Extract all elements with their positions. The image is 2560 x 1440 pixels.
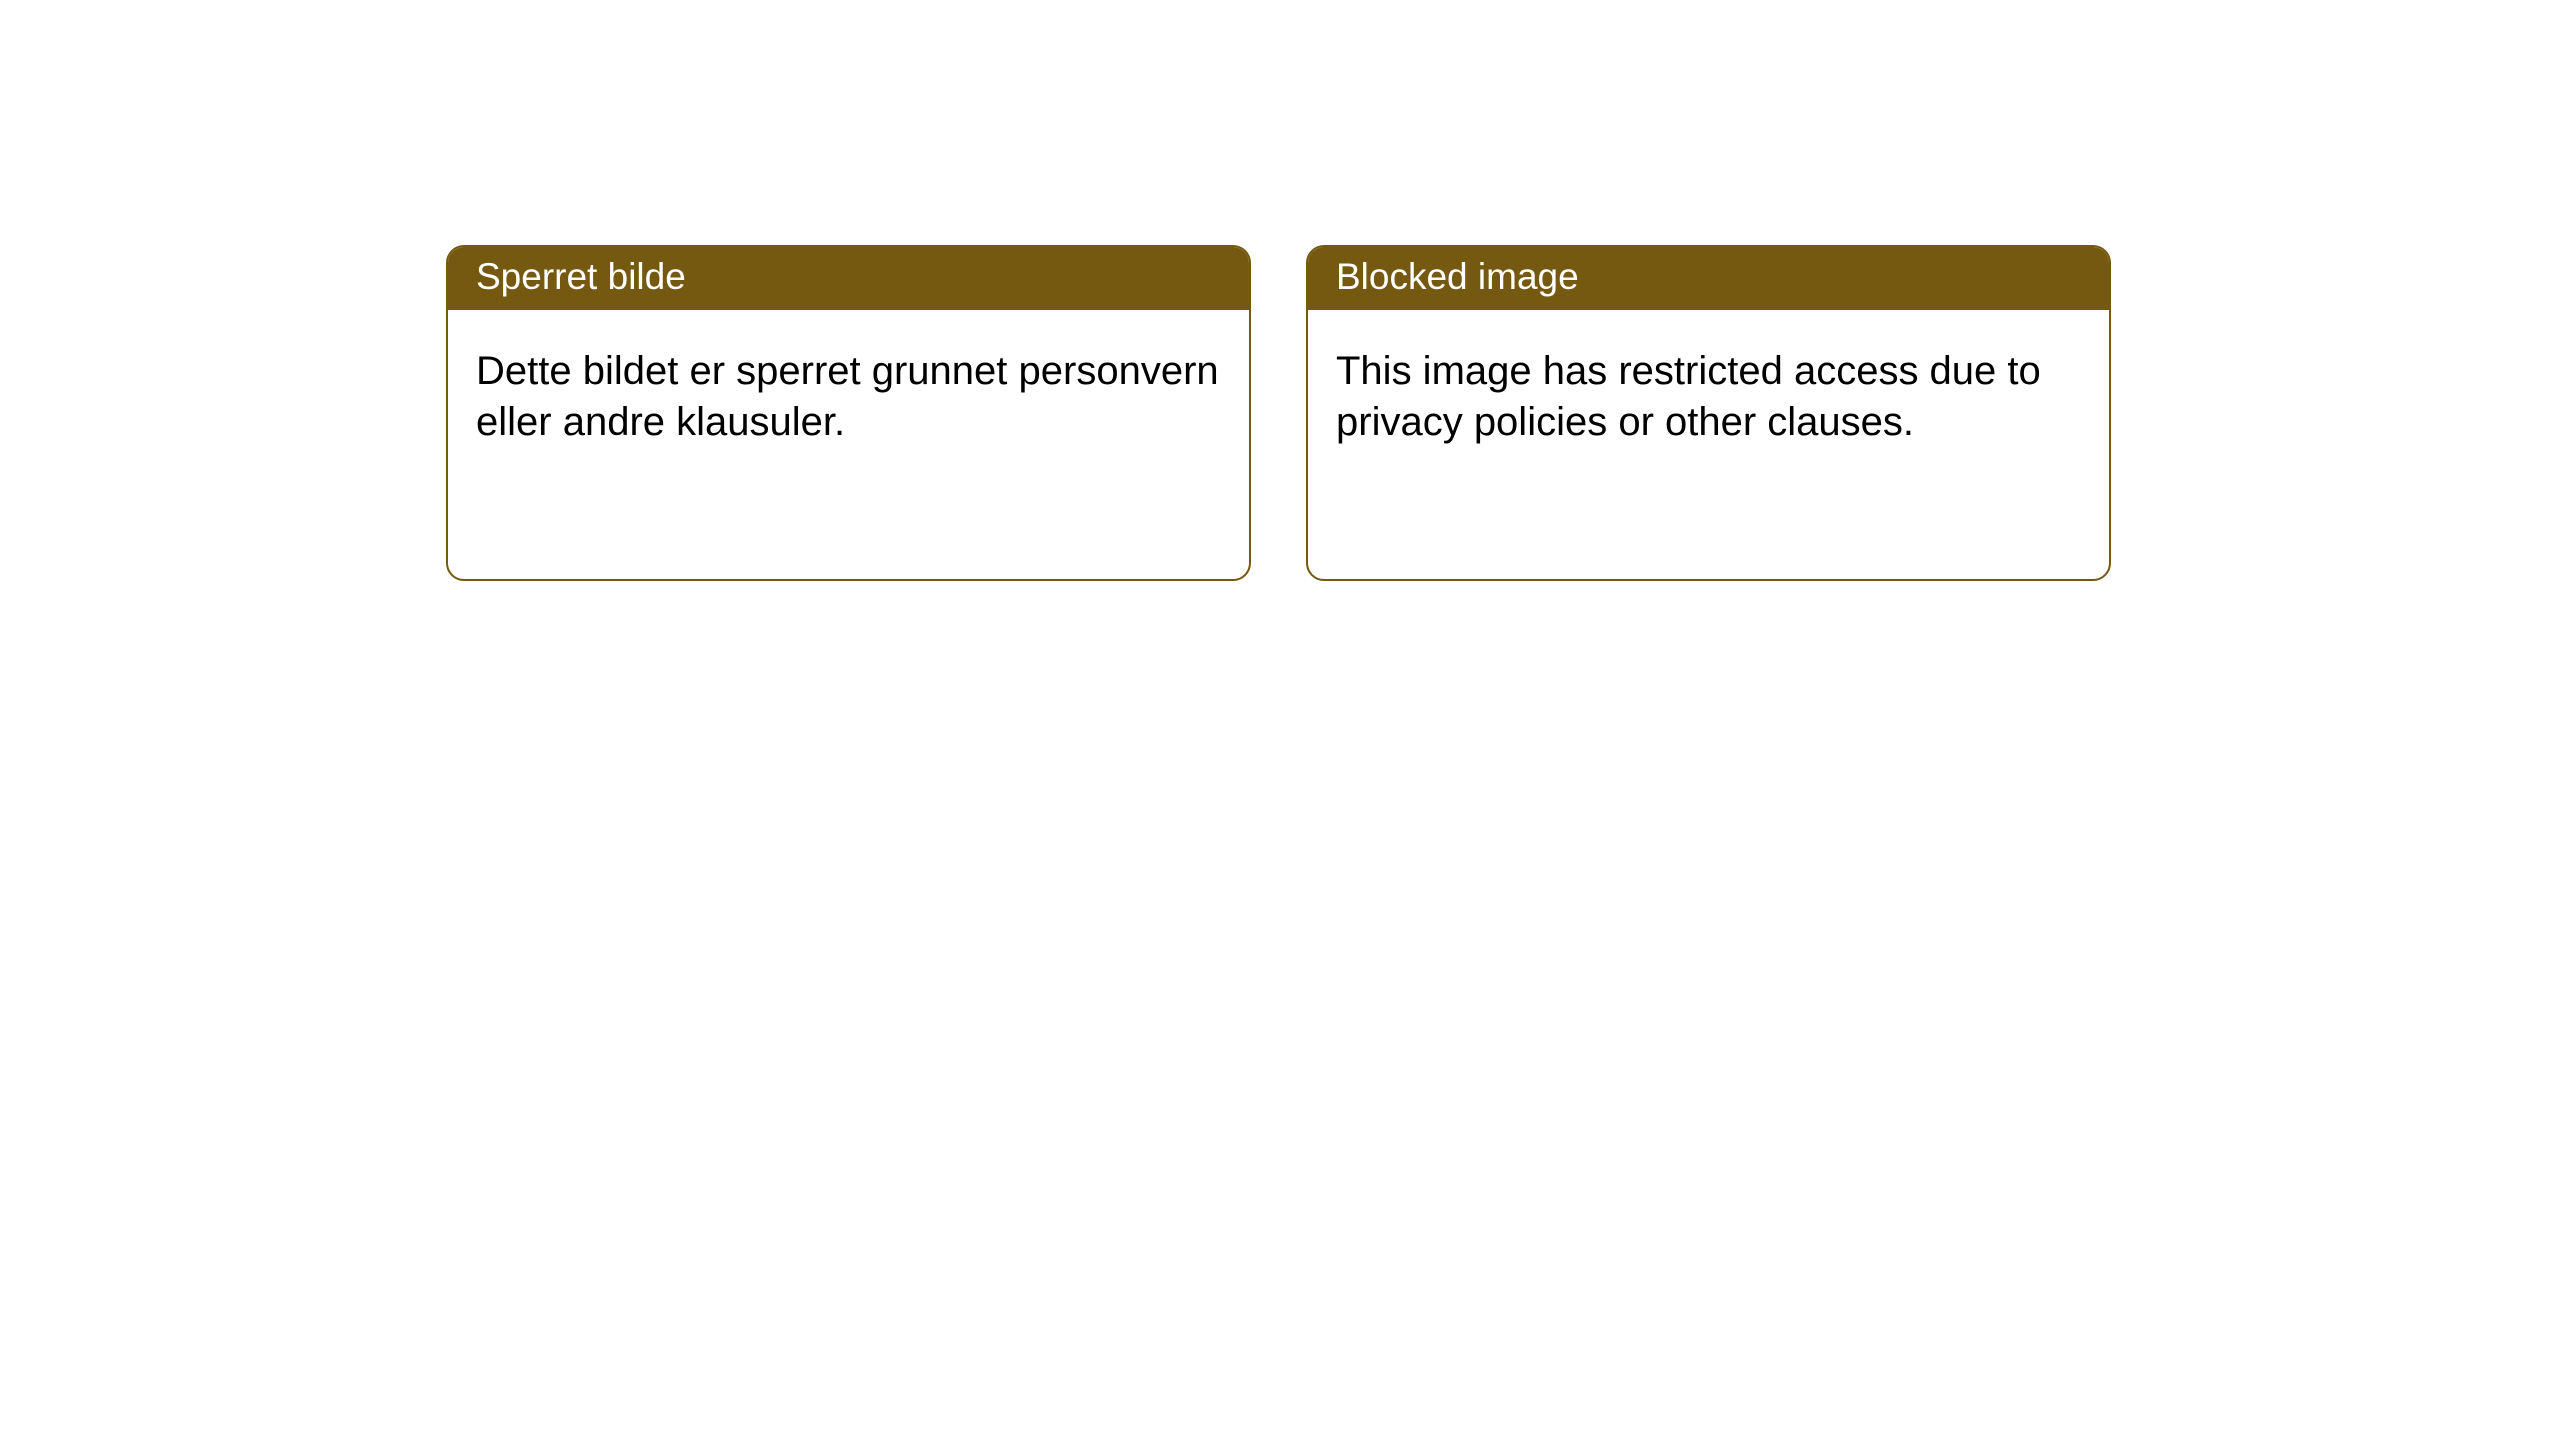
notice-card-en: Blocked image This image has restricted … [1306, 245, 2111, 581]
notice-title-no: Sperret bilde [448, 247, 1249, 310]
notice-row: Sperret bilde Dette bildet er sperret gr… [0, 0, 2560, 581]
notice-title-en: Blocked image [1308, 247, 2109, 310]
notice-card-no: Sperret bilde Dette bildet er sperret gr… [446, 245, 1251, 581]
notice-body-en: This image has restricted access due to … [1308, 310, 2109, 477]
notice-body-no: Dette bildet er sperret grunnet personve… [448, 310, 1249, 477]
